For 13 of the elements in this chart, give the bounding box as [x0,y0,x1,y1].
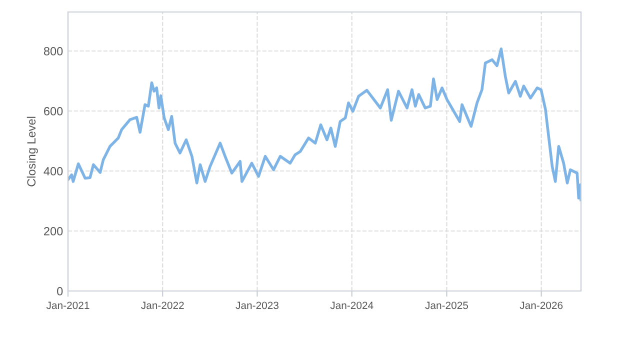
y-tick-label: 800 [44,47,63,56]
y-axis-title: Closing Level [26,116,38,186]
y-tick-label: 600 [44,107,63,116]
line-series [68,48,581,202]
y-tick-label: 0 [57,287,63,296]
x-tick-label: Jan-2022 [141,302,184,310]
x-tick-label: Jan-2024 [330,302,374,310]
x-tick-label: Jan-2026 [520,302,563,310]
x-tick-label: Jan-2025 [425,302,468,310]
y-tick-label: 400 [44,167,63,176]
x-tick-label: Jan-2021 [46,302,90,310]
x-tick-label: Jan-2023 [236,302,278,310]
y-tick-label: 200 [44,227,63,236]
